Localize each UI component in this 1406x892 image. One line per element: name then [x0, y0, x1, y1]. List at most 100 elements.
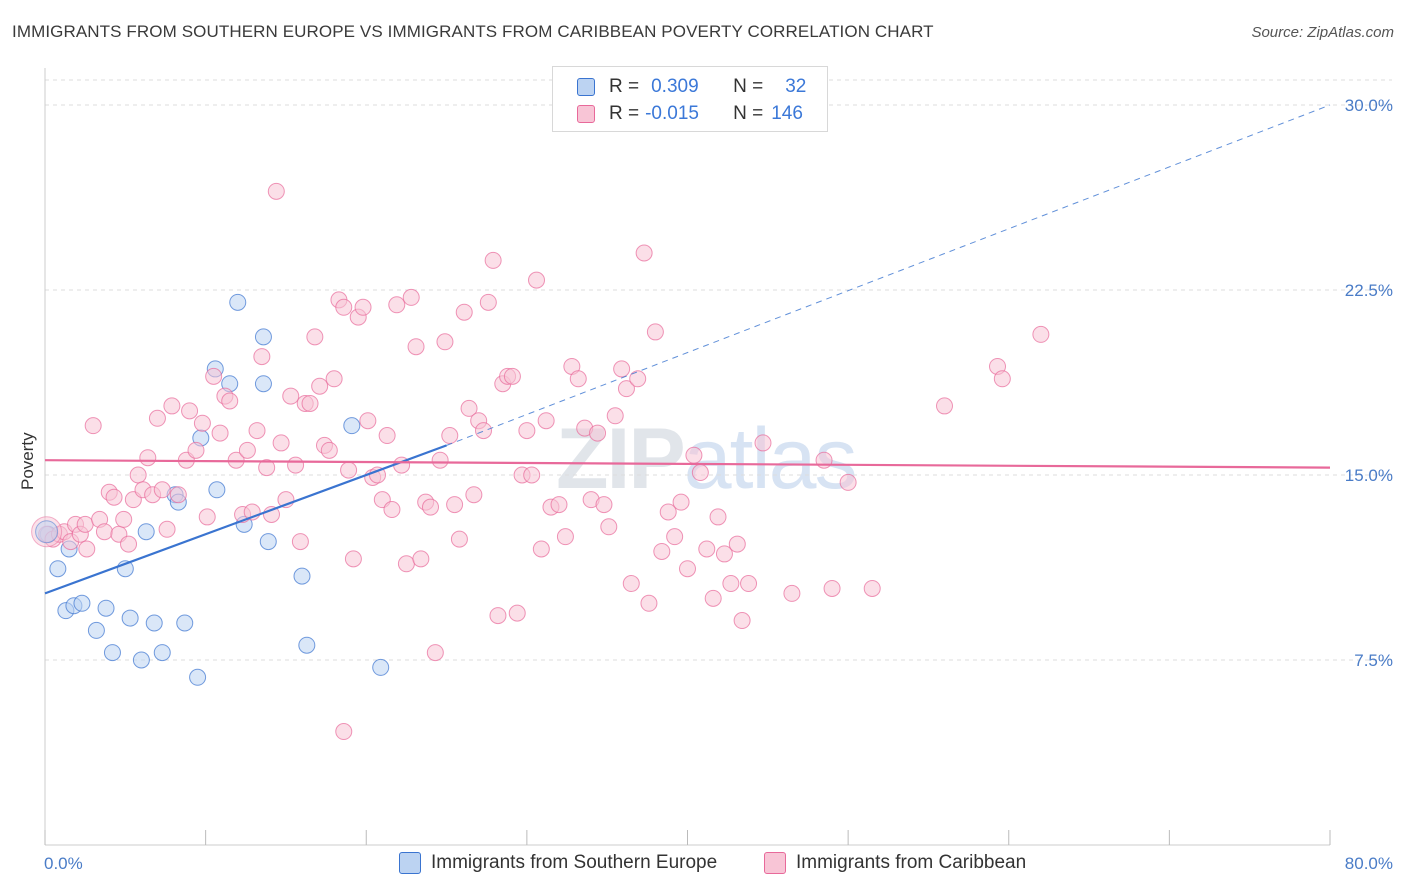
southern-europe-point: [176, 614, 194, 632]
caribbean-point: [267, 182, 285, 200]
caribbean-point: [169, 486, 187, 504]
caribbean-point: [646, 323, 664, 341]
caribbean-point: [193, 414, 211, 432]
bottom-legend-southern-europe[interactable]: Immigrants from Southern Europe: [399, 852, 717, 874]
southern-europe-point: [153, 644, 171, 662]
caribbean-point: [503, 367, 521, 385]
caribbean-point: [402, 288, 420, 306]
caribbean-point: [936, 397, 953, 415]
caribbean-point: [709, 508, 727, 526]
southern-europe-point: [121, 609, 139, 627]
caribbean-point: [691, 464, 709, 482]
caribbean-point: [679, 560, 696, 578]
caribbean-point: [722, 575, 740, 593]
caribbean-point: [153, 481, 171, 499]
stats-legend: R = 0.309 N = 32 R = -0.015 N = 146: [552, 66, 828, 132]
caribbean-point: [354, 298, 372, 316]
bottom-legend-swatch-blue: [399, 852, 421, 874]
caribbean-point: [221, 392, 239, 410]
southern-europe-point: [343, 417, 361, 435]
y-tick-label: 22.5%: [1345, 281, 1393, 300]
caribbean-point: [198, 508, 216, 526]
caribbean-point: [335, 298, 353, 316]
caribbean-point: [181, 402, 199, 420]
caribbean-point: [248, 422, 266, 440]
caribbean-point: [740, 575, 758, 593]
caribbean-point: [698, 540, 716, 558]
caribbean-point: [569, 370, 587, 388]
caribbean-point: [426, 644, 444, 662]
southern-europe-point: [293, 567, 311, 585]
y-tick-label: 15.0%: [1345, 466, 1393, 485]
caribbean-point: [282, 387, 300, 405]
legend-n-label: N =: [733, 76, 764, 97]
caribbean-point: [148, 409, 166, 427]
caribbean-point: [78, 540, 96, 558]
caribbean-point: [84, 417, 102, 435]
y-tick-label: 7.5%: [1354, 651, 1393, 670]
caribbean-point: [95, 523, 113, 541]
caribbean-point: [368, 466, 386, 484]
caribbean-point: [272, 434, 290, 452]
caribbean-point: [518, 422, 536, 440]
caribbean-point: [595, 496, 613, 514]
caribbean-point: [523, 466, 541, 484]
caribbean-point: [311, 377, 329, 395]
caribbean-point: [383, 501, 401, 519]
caribbean-point: [422, 498, 439, 516]
southern-europe-point: [132, 651, 150, 669]
legend-r-value: 0.309: [651, 76, 699, 97]
caribbean-point: [291, 533, 309, 551]
caribbean-point: [205, 367, 223, 385]
caribbean-point: [129, 466, 147, 484]
caribbean-point: [397, 555, 415, 573]
caribbean-point: [306, 328, 324, 346]
caribbean-point: [301, 394, 319, 412]
southern-europe-point: [103, 644, 121, 662]
southern-europe-point: [87, 621, 105, 639]
caribbean-point: [653, 542, 671, 560]
caribbean-point: [344, 550, 362, 568]
caribbean-point: [258, 459, 276, 477]
caribbean-point: [479, 293, 497, 311]
southern-europe-trend-line: [44, 444, 447, 595]
legend-n-value: 146: [771, 103, 803, 124]
bottom-legend-caribbean[interactable]: Immigrants from Caribbean: [764, 852, 1026, 874]
southern-europe-point: [229, 293, 247, 311]
caribbean-point: [388, 296, 406, 314]
bottom-legend-swatch-pink: [764, 852, 786, 874]
caribbean-point: [335, 723, 353, 741]
caribbean-point: [412, 550, 430, 568]
caribbean-point: [589, 424, 607, 442]
caribbean-point: [450, 530, 468, 548]
caribbean-point: [253, 348, 271, 366]
southern-europe-point: [298, 636, 316, 654]
southern-europe-point: [372, 658, 390, 676]
caribbean-point: [115, 510, 133, 528]
caribbean-point: [465, 486, 483, 504]
caribbean-point: [783, 584, 801, 602]
southern-europe-point: [73, 594, 91, 612]
caribbean-point: [320, 441, 338, 459]
caribbean-point: [238, 441, 256, 459]
caribbean-point: [532, 540, 550, 558]
caribbean-point: [613, 360, 631, 378]
caribbean-point: [839, 473, 857, 491]
caribbean-point: [187, 441, 205, 459]
caribbean-point: [325, 370, 343, 388]
x-tick-label: 80.0%: [1345, 854, 1393, 873]
caribbean-point: [659, 503, 677, 521]
caribbean-point: [76, 515, 94, 533]
caribbean-point: [446, 496, 464, 514]
caribbean-point: [431, 451, 449, 469]
southern-europe-point: [145, 614, 163, 632]
caribbean-trend-line: [44, 459, 1331, 469]
caribbean-point: [600, 518, 618, 536]
caribbean-point: [754, 434, 772, 452]
legend-row-caribbean: R = -0.015 N = 146: [577, 102, 803, 126]
caribbean-point: [163, 397, 181, 415]
caribbean-point: [105, 488, 123, 506]
caribbean-point: [407, 338, 425, 356]
caribbean-point: [528, 271, 546, 289]
